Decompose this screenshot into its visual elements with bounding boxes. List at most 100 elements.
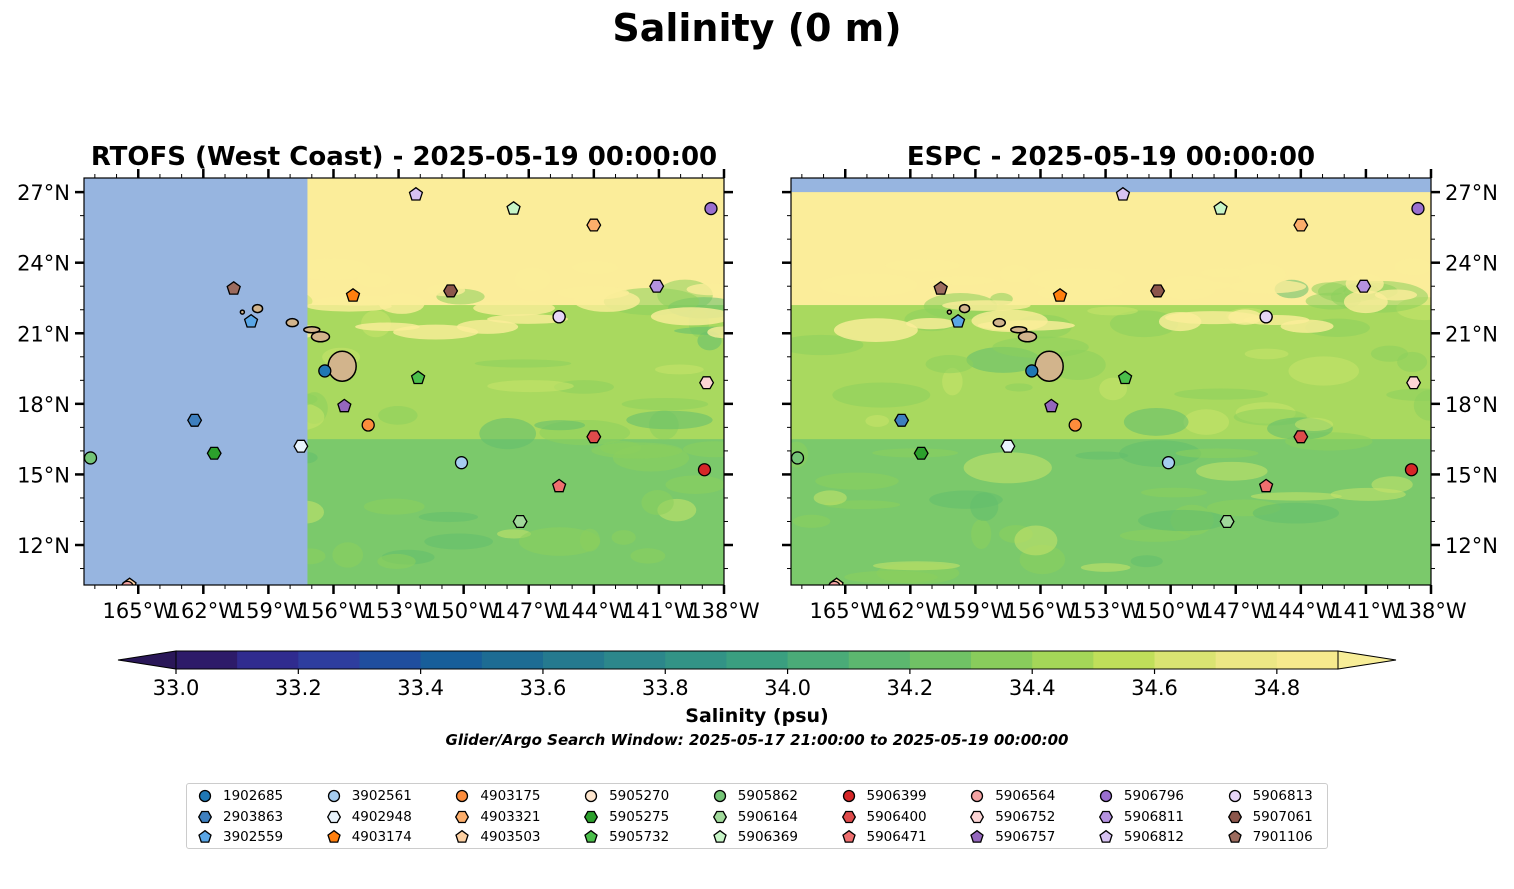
- colorbar-segment: [176, 651, 238, 669]
- lon-tick-label: 159°W: [233, 599, 305, 623]
- legend-label: 5905862: [737, 788, 798, 804]
- float-marker-4903321: [586, 218, 602, 232]
- float-marker-4903174: [1052, 287, 1068, 302]
- lat-tick-label: 24°N: [1445, 252, 1498, 276]
- legend-marker-5905270: [584, 789, 598, 803]
- legend-item: 5906164: [712, 807, 798, 827]
- salinity-colorbar: 33.0 33.2 33.4 33.6 33.8 34.0 34.2 34.4 34.6 34.8: [117, 650, 1397, 700]
- island: [1010, 325, 1028, 334]
- legend-marker-3902559: [198, 830, 212, 844]
- colorbar-segment: [1032, 651, 1094, 669]
- colorbar-segment: [848, 651, 911, 669]
- legend-item: 4903175: [454, 786, 541, 806]
- legend-marker-icon: [842, 789, 855, 803]
- legend-marker-4902948: [326, 810, 341, 823]
- island: [251, 303, 264, 314]
- legend-marker-5906369: [713, 830, 727, 844]
- legend-marker-icon: [584, 810, 599, 823]
- island: [1034, 350, 1064, 382]
- legend-marker-icon: [841, 830, 856, 844]
- legend-label: 5906369: [737, 829, 798, 846]
- legend-marker-icon: [455, 830, 470, 844]
- legend-item: 5905270: [583, 786, 669, 806]
- colorbar-segment: [971, 651, 1033, 669]
- float-marker-4902948: [293, 439, 309, 453]
- colorbar-tick-label: 33.6: [520, 676, 567, 700]
- map-panel-espc: 165°W162°W159°W156°W153°W150°W147°W144°W…: [782, 169, 1498, 623]
- float-marker-5906796: [704, 201, 718, 216]
- legend-marker-icon: [327, 789, 340, 803]
- colorbar-extend-high: [1337, 650, 1397, 670]
- lon-tick-label: 147°W: [493, 599, 565, 623]
- float-marker-5905275: [206, 446, 222, 460]
- float-marker-5905732: [410, 370, 426, 385]
- legend-item: 5906757: [969, 827, 1055, 847]
- salinity-field: [791, 178, 1431, 585]
- lat-tick-label: 15°N: [1445, 463, 1498, 487]
- float-marker-5906796: [1411, 201, 1425, 216]
- float-legend: 1902685 2903863 3902559 3902561 4902948 49031…: [186, 783, 1328, 849]
- float-marker-5906369: [506, 200, 521, 215]
- lat-tick-label: 24°N: [17, 252, 70, 276]
- lon-tick-label: 150°W: [1135, 599, 1207, 623]
- float-marker-5906757: [337, 398, 352, 413]
- float-marker-5905862: [791, 451, 805, 465]
- lon-tick-label: 156°W: [298, 599, 370, 623]
- legend-label: 5906471: [866, 829, 927, 846]
- lat-tick-label: 21°N: [1445, 322, 1498, 346]
- float-marker-5907061: [443, 284, 459, 298]
- lon-tick-label: 144°W: [558, 599, 630, 623]
- colorbar-label: Salinity (psu): [685, 705, 828, 727]
- legend-marker-7901106: [1227, 830, 1242, 844]
- island: [285, 317, 300, 328]
- map-frame: [83, 177, 725, 586]
- legend-marker-icon: [1227, 830, 1242, 844]
- legend-marker-icon: [971, 789, 984, 803]
- legend-item: 7901106: [1227, 827, 1313, 847]
- float-marker-5905275: [913, 446, 929, 460]
- lon-tick-label: 138°W: [1395, 599, 1467, 623]
- no-data-region: [791, 178, 1431, 193]
- legend-marker-icon: [1227, 810, 1242, 823]
- legend-item: 5906752: [969, 807, 1055, 827]
- float-marker-5906369: [1213, 200, 1228, 215]
- colorbar-segment: [359, 651, 422, 669]
- float-marker-5906811: [1356, 279, 1372, 293]
- legend-label: 5906811: [1123, 808, 1185, 825]
- legend-marker-5906164: [712, 810, 727, 823]
- legend-label: 4903175: [480, 788, 541, 804]
- lat-tick-label: 27°N: [17, 181, 70, 205]
- legend-label: 4902948: [351, 808, 412, 825]
- lon-tick-label: 138°W: [688, 599, 760, 623]
- legend-marker-5906752: [970, 810, 985, 823]
- float-marker-5906813: [1259, 310, 1273, 324]
- legend-label: 5906752: [995, 808, 1056, 825]
- lat-tick-label: 21°N: [17, 322, 70, 346]
- colorbar-segment: [237, 651, 299, 669]
- no-data-region: [84, 178, 308, 585]
- lon-tick-label: 141°W: [623, 599, 695, 623]
- lon-tick-label: 159°W: [940, 599, 1012, 623]
- legend-item: 5906369: [712, 827, 798, 847]
- float-marker-4903175: [361, 418, 375, 432]
- legend-marker-5905862: [713, 789, 726, 803]
- colorbar-segment: [787, 651, 850, 669]
- legend-marker-icon: [197, 810, 213, 823]
- island: [946, 309, 953, 315]
- lon-tick-label: 165°W: [103, 599, 175, 623]
- colorbar-segment: [481, 651, 544, 669]
- figure-title: Salinity (0 m): [612, 6, 902, 50]
- legend-marker-5906399: [842, 789, 855, 803]
- legend-label: 5906564: [995, 788, 1056, 804]
- colorbar-segment: [604, 651, 666, 669]
- float-marker-5906471: [1258, 478, 1274, 493]
- colorbar-segment: [665, 651, 727, 669]
- legend-label: 5907061: [1252, 808, 1313, 825]
- island: [992, 317, 1007, 328]
- legend-marker-icon: [584, 789, 598, 803]
- float-marker-4903175: [1068, 418, 1082, 432]
- float-marker-3902561: [1161, 456, 1176, 470]
- legend-marker-5906813: [1228, 789, 1241, 803]
- legend-marker-icon: [713, 789, 726, 803]
